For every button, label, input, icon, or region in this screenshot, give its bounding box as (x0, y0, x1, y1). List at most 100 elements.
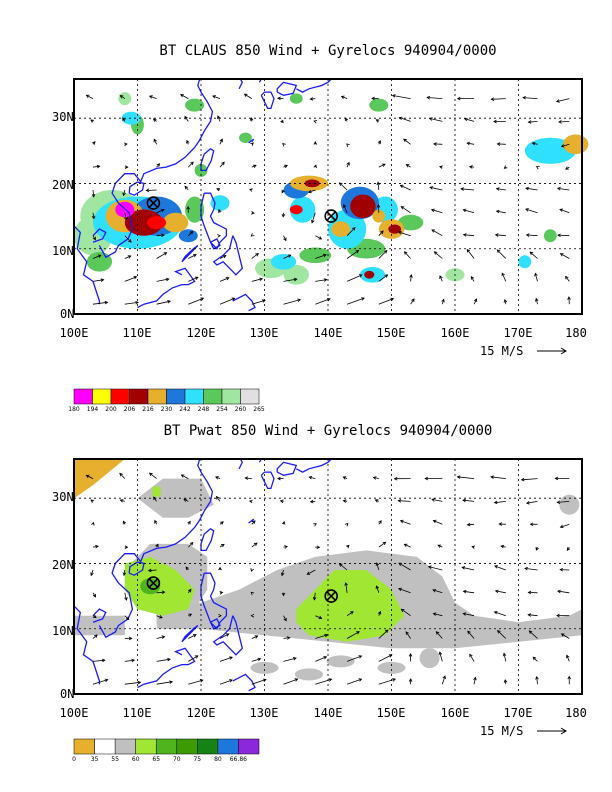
wind-vector (185, 566, 189, 571)
wind-vector-shaft (495, 234, 506, 237)
wind-vector (378, 520, 382, 525)
gyre-location-marker (324, 589, 338, 603)
wind-vector-shaft (315, 656, 327, 662)
wind-vector (122, 189, 126, 197)
coastline-segment (181, 244, 199, 263)
wind-vector-shaft (410, 298, 415, 305)
wind-vector-head (502, 652, 507, 657)
wind-vector (338, 563, 348, 571)
wind-vector (558, 120, 570, 124)
wind-vector-head (342, 204, 347, 208)
wind-vector-head (128, 636, 133, 641)
wind-vector-head (377, 610, 382, 615)
wind-vector (119, 95, 126, 99)
gyre-circle (146, 576, 161, 590)
wind-vector (346, 274, 363, 282)
cloud-top-blob (372, 209, 386, 223)
wind-vector (283, 678, 299, 685)
wind-vector (498, 522, 506, 526)
wind-vector (432, 519, 443, 525)
wind-vector (430, 208, 443, 214)
wind-vector-shaft (439, 651, 443, 662)
wind-vector-head (248, 499, 253, 504)
wind-vector-shaft (346, 678, 362, 685)
wind-vector-head (473, 298, 478, 303)
wind-vector (315, 298, 331, 305)
wind-vector-head (565, 275, 569, 280)
wind-vector-head (91, 215, 96, 220)
wind-vector-shaft (92, 634, 98, 639)
wind-vector-shaft (180, 94, 189, 99)
wind-vector (494, 589, 506, 594)
wind-vector-head (312, 596, 317, 601)
wind-vector-head (342, 476, 347, 480)
wind-vector-shaft (566, 655, 570, 662)
wind-vector (378, 274, 389, 282)
wind-vector (124, 275, 138, 282)
wind-vector (378, 541, 387, 548)
coastline-segment (276, 81, 298, 96)
wind-vector-shaft (339, 563, 348, 571)
wind-vector-head (85, 474, 90, 479)
wind-vector-head (169, 680, 174, 684)
wind-vector-head (313, 120, 318, 124)
wind-vector (432, 612, 443, 617)
wind-vector-shaft (251, 542, 258, 548)
wind-vector (399, 519, 411, 525)
wind-vector-head (95, 544, 99, 549)
wind-vector (156, 163, 161, 168)
wind-vector-shaft (124, 615, 129, 620)
wind-vector-head (535, 546, 539, 551)
wind-vector (188, 542, 194, 548)
wind-vector (495, 187, 506, 191)
wind-vector-head (498, 522, 503, 526)
wind-vector-shaft (494, 565, 506, 571)
wind-vector-shaft (491, 98, 506, 100)
wind-vector-head (90, 572, 94, 577)
wind-vector-head (148, 472, 153, 477)
wind-vector-head (430, 208, 435, 213)
wind-vector (560, 143, 570, 148)
coastline-segment (238, 78, 244, 90)
wind-vector-head (372, 476, 377, 480)
wind-vector (124, 615, 130, 621)
wind-vector (219, 297, 236, 305)
pwat-xtick: 130E (250, 706, 279, 720)
wind-vector-head (378, 520, 382, 524)
wind-vector (557, 233, 570, 238)
wind-vector (346, 250, 360, 259)
wind-vector-shaft (346, 227, 356, 236)
wind-vector (309, 97, 316, 101)
wind-vector (346, 227, 356, 236)
claus-xtick: 150E (377, 326, 406, 340)
gyre-location-marker (146, 576, 161, 590)
wind-vector (503, 679, 508, 685)
colorbar-swatch (155, 738, 178, 755)
wind-vector-head (122, 572, 127, 577)
claus-ytick-10n: 10N (52, 244, 74, 258)
wind-vector (183, 498, 189, 502)
wind-vector (219, 277, 230, 282)
wind-vector-shaft (346, 611, 354, 617)
wind-vector-head (216, 188, 220, 192)
wind-vector-shaft (311, 212, 316, 223)
wind-vector (313, 164, 317, 169)
wind-vector-head (318, 236, 323, 240)
wind-vector-head (535, 297, 539, 302)
wind-vector-shaft (315, 634, 328, 639)
wind-vector-shaft (398, 231, 411, 237)
colorbar-swatch (147, 388, 167, 405)
wind-vector-head (501, 272, 505, 277)
wind-vector-head (431, 229, 435, 233)
wind-vector-head (316, 545, 321, 549)
wind-vector-head (250, 142, 254, 146)
claus-vector-key-arrow (537, 347, 567, 355)
wind-vector-head (403, 251, 408, 255)
coastline-segment (98, 78, 214, 259)
wind-vector-head (426, 95, 431, 100)
wind-vector (251, 277, 264, 282)
wind-vector-head (339, 182, 343, 187)
wind-vector-head (503, 298, 508, 303)
wind-vector-shaft (283, 299, 301, 305)
